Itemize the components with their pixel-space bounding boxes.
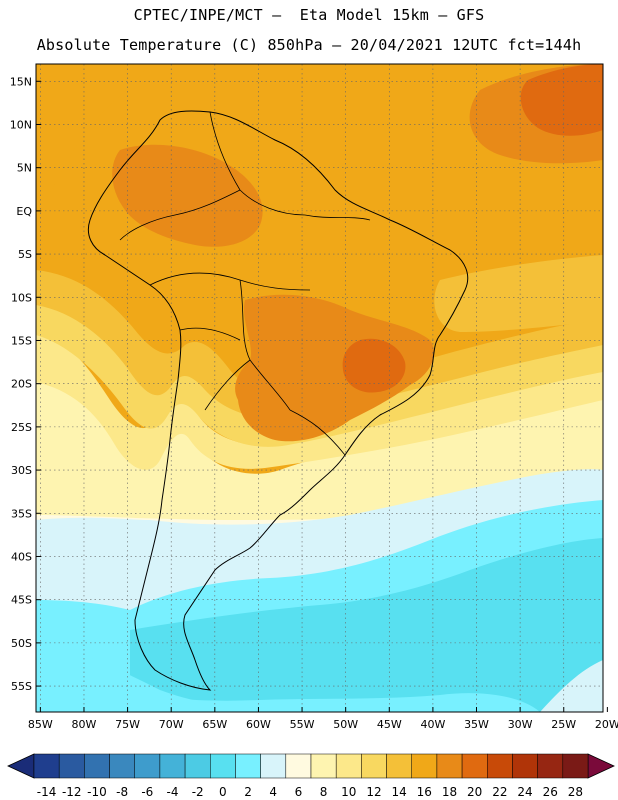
colorbar-high-arrow bbox=[587, 753, 615, 779]
colorbar-swatch bbox=[58, 753, 85, 779]
longitude-label: 85W bbox=[28, 718, 53, 731]
colorbar-label: 8 bbox=[320, 785, 328, 799]
colorbar-label: -10 bbox=[87, 785, 107, 799]
colorbar-swatch bbox=[285, 753, 312, 779]
colorbar-swatch bbox=[436, 753, 463, 779]
colorbar-swatch bbox=[386, 753, 412, 779]
colorbar-label: 4 bbox=[269, 785, 277, 799]
colorbar-label: 2 bbox=[244, 785, 252, 799]
temperature-field-20-22-brazil bbox=[235, 294, 434, 442]
longitude-label: 40W bbox=[420, 718, 445, 731]
longitude-label: 55W bbox=[290, 718, 315, 731]
longitude-label: 45W bbox=[377, 718, 402, 731]
map-frame bbox=[35, 63, 604, 713]
latitude-label: 45S bbox=[11, 594, 32, 607]
latitude-label: 50S bbox=[11, 637, 32, 650]
latitude-label: 15S bbox=[11, 334, 32, 347]
longitude-label: 50W bbox=[333, 718, 358, 731]
longitude-label: 20W bbox=[595, 718, 618, 731]
latitude-label: 10N bbox=[10, 118, 32, 131]
temperature-field-16-18 bbox=[36, 270, 603, 419]
colorbar-swatch bbox=[260, 753, 287, 779]
latitude-labels: 15N 10N 5N EQ 5S 10S 15S 20S 25S 30S 35S 40S 45S 50S 5… bbox=[10, 75, 41, 693]
country-borders bbox=[119, 111, 371, 456]
map-title-line-2: Absolute Temperature (C) 850hPa – 20/04/… bbox=[36, 36, 582, 54]
colorbar-label: -6 bbox=[141, 785, 153, 799]
latitude-label: 5S bbox=[18, 248, 32, 261]
map-plot-area bbox=[36, 64, 603, 712]
colorbar-label: -4 bbox=[167, 785, 179, 799]
colorbar-label: -12 bbox=[62, 785, 82, 799]
longitude-label: 75W bbox=[115, 718, 140, 731]
colorbar-label: -14 bbox=[37, 785, 57, 799]
colorbar-label: -2 bbox=[192, 785, 204, 799]
temperature-field-10-12 bbox=[36, 380, 603, 520]
colorbar-swatch bbox=[562, 753, 589, 779]
colorbar-swatch bbox=[361, 753, 387, 779]
colorbar-label: -8 bbox=[116, 785, 128, 799]
south-america-coastline bbox=[87, 110, 469, 691]
map-title-line-1: CPTEC/INPE/MCT – Eta Model 15km – GFS bbox=[133, 6, 485, 24]
latitude-label: 30S bbox=[11, 464, 32, 477]
temperature-field-22-24-brazil bbox=[342, 338, 406, 393]
longitude-label: 70W bbox=[159, 718, 184, 731]
colorbar-swatch bbox=[184, 753, 211, 779]
colorbar-label: 22 bbox=[492, 785, 507, 799]
colorbar-swatch bbox=[235, 753, 261, 779]
temperature-colorbar: -14 -12 -10 -8 -6 -4 -2 0 2 4 6 8 10 12 14 16 18 20 22 24 26… bbox=[7, 753, 615, 799]
temperature-field-2-4-south bbox=[36, 640, 300, 712]
temperature-field-20-22-north bbox=[112, 144, 263, 247]
temperature-field-22-24-atlantic bbox=[520, 64, 603, 136]
colorbar-swatch bbox=[159, 753, 186, 779]
colorbar-label: 14 bbox=[391, 785, 406, 799]
colorbar-swatches bbox=[33, 753, 589, 779]
latitude-label: 15N bbox=[10, 75, 32, 88]
latitude-label: 25S bbox=[11, 421, 32, 434]
longitude-label: 35W bbox=[464, 718, 489, 731]
longitude-label: 60W bbox=[246, 718, 271, 731]
colorbar-swatch bbox=[487, 753, 513, 779]
colorbar-swatch bbox=[210, 753, 236, 779]
colorbar-swatch bbox=[33, 753, 60, 779]
latitude-label: 55S bbox=[11, 680, 32, 693]
colorbar-swatch bbox=[310, 753, 337, 779]
temperature-field-0-2 bbox=[130, 538, 603, 712]
longitude-label: 80W bbox=[72, 718, 97, 731]
colorbar-labels: -14 -12 -10 -8 -6 -4 -2 0 2 4 6 8 10 12 14 16 18 20 22 24 26… bbox=[37, 785, 583, 799]
latitude-label: 5N bbox=[17, 162, 32, 175]
latitude-label: 40S bbox=[11, 550, 32, 563]
latitude-label: 35S bbox=[11, 507, 32, 520]
colorbar-low-arrow bbox=[7, 753, 35, 779]
colorbar-label: 20 bbox=[467, 785, 482, 799]
colorbar-swatch bbox=[411, 753, 438, 779]
colorbar-label: 0 bbox=[219, 785, 227, 799]
colorbar-swatch bbox=[335, 753, 362, 779]
colorbar-swatch bbox=[134, 753, 161, 779]
latitude-label: 10S bbox=[11, 291, 32, 304]
map-gridlines bbox=[36, 64, 603, 712]
colorbar-swatch bbox=[84, 753, 110, 779]
colorbar-label: 16 bbox=[417, 785, 432, 799]
latitude-label: 20S bbox=[11, 378, 32, 391]
longitude-label: 30W bbox=[508, 718, 533, 731]
colorbar-label: 26 bbox=[543, 785, 558, 799]
longitude-label: 65W bbox=[202, 718, 227, 731]
colorbar-swatch bbox=[109, 753, 135, 779]
colorbar-swatch bbox=[537, 753, 564, 779]
latitude-label: EQ bbox=[16, 205, 32, 218]
colorbar-label: 12 bbox=[366, 785, 381, 799]
colorbar-label: 28 bbox=[568, 785, 583, 799]
colorbar-swatch bbox=[461, 753, 488, 779]
colorbar-label: 10 bbox=[341, 785, 356, 799]
colorbar-swatch bbox=[512, 753, 538, 779]
longitude-label: 25W bbox=[551, 718, 576, 731]
colorbar-label: 6 bbox=[295, 785, 303, 799]
temperature-field-18-20-pacific bbox=[36, 64, 150, 210]
colorbar-label: 24 bbox=[517, 785, 532, 799]
longitude-labels: 85W 80W 75W 70W 65W 60W 55W 50W 45W 40W 35W 30W 25W 2… bbox=[28, 707, 618, 731]
colorbar-label: 18 bbox=[442, 785, 457, 799]
temperature-field-12-14 bbox=[36, 330, 603, 470]
